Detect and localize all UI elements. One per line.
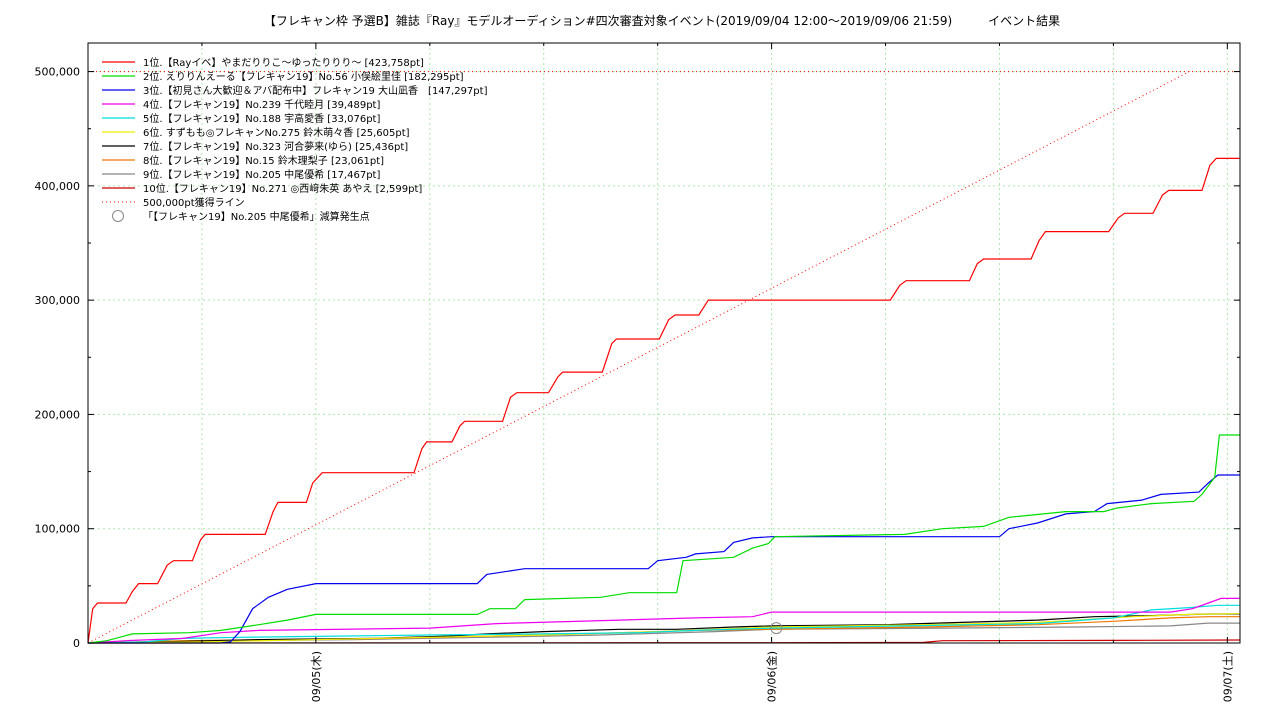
- legend-entry: 7位.【フレキャン19】No.323 河合夢来(ゆら) [25,436pt]: [143, 140, 408, 153]
- x-tick-label: 09/07(土): [1221, 651, 1234, 702]
- legend-entry: 「【フレキャン19】No.205 中尾優希」減算発生点: [143, 210, 370, 223]
- decrement-marker: [770, 622, 783, 635]
- legend-marker-swatch: [112, 210, 124, 222]
- legend: 1位.【Rayイベ】やまだりりこ〜ゆったりりり〜 [423,758pt]2位. …: [102, 56, 488, 223]
- legend-entry: 9位.【フレキャン19】No.205 中尾優希 [17,467pt]: [143, 168, 380, 181]
- legend-entry: 1位.【Rayイベ】やまだりりこ〜ゆったりりり〜 [423,758pt]: [143, 56, 424, 69]
- x-tick-label: 09/05(木): [310, 651, 323, 702]
- x-axis: 09/05(木) 09/06(金) 09/07(土): [87, 43, 1234, 702]
- series-line: [87, 597, 1240, 644]
- legend-entry: 500,000pt獲得ライン: [143, 196, 245, 209]
- series-line: [87, 157, 1240, 644]
- y-tick-label: 0: [73, 637, 80, 650]
- legend-entry: 2位. えりりんえーる【フレキャン19】No.56 小俣絵里佳 [182,295…: [143, 70, 464, 83]
- y-tick-label: 400,000: [35, 180, 81, 193]
- series-line: [88, 474, 1240, 644]
- legend-entry: 4位.【フレキャン19】No.239 千代睦月 [39,489pt]: [143, 98, 380, 111]
- plot-border: [87, 42, 1241, 644]
- series-line: [87, 604, 1240, 644]
- y-axis: 0 100,000 200,000 300,000 400,000 500,000: [35, 66, 1240, 650]
- x-tick-label: 09/06(金): [765, 651, 779, 702]
- legend-entry: 5位.【フレキャン19】No.188 宇高愛香 [33,076pt]: [143, 112, 380, 125]
- series-line: [87, 434, 1240, 644]
- legend-entry: 6位. すずもも◎フレキャンNo.275 鈴木萌々香 [25,605pt]: [143, 126, 410, 139]
- y-tick-label: 300,000: [35, 294, 81, 307]
- plot-frame: [87, 42, 1241, 644]
- y-tick-label: 200,000: [35, 408, 81, 421]
- legend-entry: 3位.【初見さん大歓迎＆アバ配布中】フレキャン19 大山凪香 [147,297p…: [143, 84, 488, 97]
- legend-entry: 10位.【フレキャン19】No.271 ◎西﨑朱英 あやえ [2,599pt]: [143, 182, 422, 195]
- y-tick-label: 100,000: [35, 523, 81, 536]
- y-tick-label: 500,000: [35, 66, 81, 79]
- target-diagonal-line: [87, 71, 1190, 644]
- chart-title: 【フレキャン枠 予選B】雑誌『Ray』モデルオーディション#四次審査対象イベント…: [264, 13, 1060, 28]
- legend-entry: 8位.【フレキャン19】No.15 鈴木理梨子 [23,061pt]: [143, 154, 384, 167]
